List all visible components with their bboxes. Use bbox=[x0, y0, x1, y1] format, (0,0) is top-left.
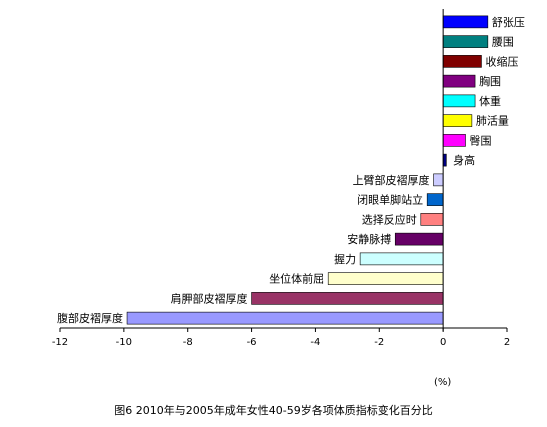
x-tick-label: -2 bbox=[374, 337, 384, 348]
category-label: 肩胛部皮褶厚度 bbox=[171, 291, 248, 305]
category-label: 胸围 bbox=[479, 74, 501, 88]
x-tick-label: -4 bbox=[310, 337, 320, 348]
bar-5 bbox=[442, 114, 473, 127]
category-label: 安静脉搏 bbox=[347, 232, 391, 246]
category-label: 肺活量 bbox=[476, 115, 509, 128]
bar-0 bbox=[442, 15, 489, 29]
x-axis: -12 -10 -8 -6 -4 -2 0 2 bbox=[52, 9, 510, 348]
x-tick-label: 2 bbox=[504, 337, 510, 348]
category-label: 握力 bbox=[334, 252, 356, 266]
category-label: 选择反应时 bbox=[362, 212, 417, 226]
bar-2 bbox=[442, 55, 482, 68]
bar-15 bbox=[126, 311, 444, 325]
bar-3 bbox=[442, 74, 476, 88]
bar-6 bbox=[442, 134, 466, 147]
category-label: 身高 bbox=[453, 153, 475, 167]
bars bbox=[126, 15, 489, 325]
category-label: 舒张压 bbox=[492, 15, 525, 29]
category-label: 臀围 bbox=[469, 134, 491, 147]
category-label: 腹部皮褶厚度 bbox=[57, 311, 123, 325]
bar-9 bbox=[426, 193, 444, 206]
category-label: 闭眼单脚站立 bbox=[357, 193, 423, 207]
bar-11 bbox=[394, 232, 444, 246]
x-tick-label: -6 bbox=[247, 337, 257, 348]
category-label: 腰围 bbox=[492, 36, 514, 49]
bar-14 bbox=[251, 292, 444, 305]
bar-10 bbox=[420, 213, 444, 226]
x-tick-label: -8 bbox=[183, 337, 193, 348]
chart-caption: 图6 2010年与2005年成年女性40-59岁各项体质指标变化百分比 bbox=[114, 404, 433, 417]
bar-13 bbox=[327, 272, 444, 285]
bar-4 bbox=[442, 94, 476, 108]
x-tick-label: 0 bbox=[440, 337, 446, 348]
category-label: 坐位体前屈 bbox=[269, 272, 324, 286]
bar-12 bbox=[359, 252, 444, 266]
category-label: 收缩压 bbox=[485, 54, 518, 68]
category-label: 体重 bbox=[479, 94, 501, 108]
bar-1 bbox=[442, 35, 489, 48]
bar-8 bbox=[433, 173, 444, 187]
category-labels: 舒张压腰围收缩压胸围体重肺活量臀围身高上臂部皮褶厚度闭眼单脚站立选择反应时安静脉… bbox=[57, 15, 525, 325]
category-label: 上臂部皮褶厚度 bbox=[353, 173, 430, 187]
x-tick-label: -12 bbox=[52, 337, 68, 348]
x-tick-label: -10 bbox=[116, 337, 132, 348]
unit-label: (%) bbox=[434, 377, 452, 388]
